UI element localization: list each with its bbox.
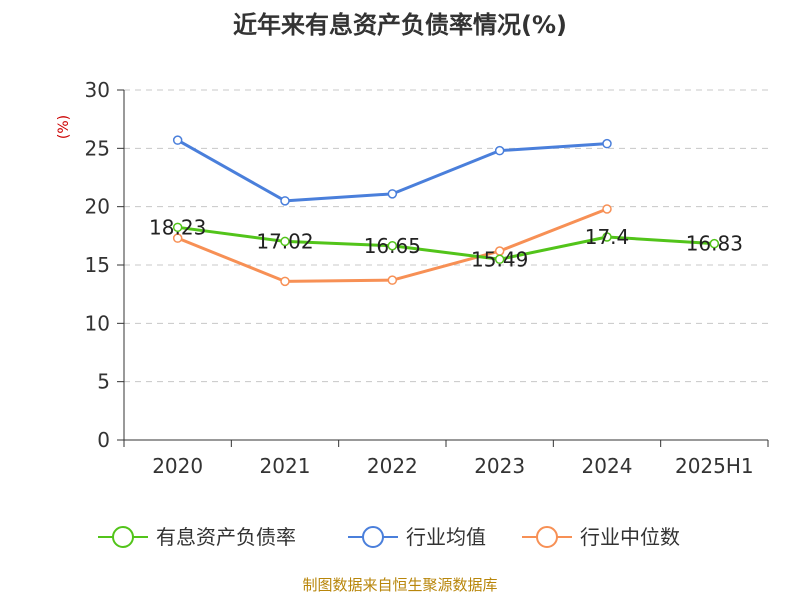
data-point — [602, 204, 612, 214]
data-label: 17.02 — [256, 229, 313, 253]
data-label: 17.4 — [585, 225, 630, 249]
series-layer — [172, 135, 720, 287]
y-tick-label: 15 — [85, 253, 110, 277]
y-tick-label: 10 — [85, 311, 110, 335]
legend: 有息资产负债率 行业均值 行业中位数 — [98, 525, 680, 549]
x-tick-label: 2025H1 — [675, 454, 754, 478]
legend-marker-circle — [112, 526, 134, 548]
data-point — [387, 189, 398, 199]
data-point — [387, 241, 398, 251]
data-label-layer: 18.23 17.02 16.65 15.49 17.4 16.83 — [149, 215, 743, 271]
data-point — [280, 236, 290, 247]
x-tick-label: 2024 — [582, 454, 633, 478]
legend-marker-circle — [536, 526, 558, 548]
data-label: 16.65 — [364, 234, 421, 258]
data-point — [602, 138, 612, 149]
x-tick-labels: 2020 2021 2022 2023 2024 2025H1 — [152, 454, 753, 478]
chart-title: 近年来有息资产负债率情况(%) — [233, 11, 567, 39]
source-note: 制图数据来自恒生聚源数据库 — [302, 576, 497, 594]
data-label: 18.23 — [149, 215, 206, 239]
series-line — [177, 225, 715, 261]
grid-lines — [124, 89, 768, 383]
data-point — [494, 145, 505, 156]
y-tick-labels: 0 5 10 15 20 25 30 — [85, 78, 110, 452]
x-tick-label: 2023 — [474, 454, 525, 478]
x-tick-label: 2020 — [152, 454, 203, 478]
legend-label: 行业中位数 — [580, 525, 680, 549]
legend-label: 行业均值 — [406, 525, 486, 549]
x-tick-label: 2021 — [260, 454, 311, 478]
y-tick-label: 5 — [97, 370, 110, 394]
y-tick-label: 30 — [85, 78, 110, 102]
x-tick-label: 2022 — [367, 454, 418, 478]
y-tick-label: 20 — [85, 195, 110, 219]
legend-label: 有息资产负债率 — [156, 525, 296, 549]
data-point — [387, 275, 398, 285]
data-point — [172, 233, 183, 243]
data-point — [709, 238, 720, 249]
data-point — [602, 232, 612, 242]
y-tick-label: 0 — [97, 428, 110, 452]
axes — [117, 89, 769, 447]
data-label: 15.49 — [471, 247, 528, 271]
data-point — [280, 196, 290, 206]
data-label: 16.83 — [686, 232, 743, 256]
legend-marker-circle — [362, 526, 384, 548]
data-point — [494, 254, 505, 265]
y-axis-unit-label: (%) — [56, 115, 72, 139]
y-tick-label: 25 — [85, 136, 110, 160]
data-point — [172, 135, 183, 145]
data-point — [280, 276, 290, 287]
data-point — [172, 222, 183, 233]
